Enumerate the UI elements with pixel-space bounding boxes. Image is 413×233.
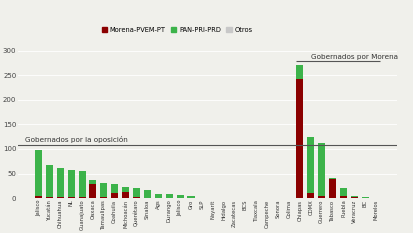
Bar [328, 178, 335, 179]
Bar [57, 197, 64, 198]
Text: Gobernados por Morena: Gobernados por Morena [310, 54, 397, 60]
Bar [328, 179, 335, 198]
Bar [122, 187, 129, 192]
Bar [46, 165, 53, 197]
Bar [35, 150, 42, 196]
Bar [111, 193, 118, 198]
Bar [306, 137, 313, 193]
Bar [46, 197, 53, 198]
Bar [306, 193, 313, 198]
Bar [339, 188, 346, 196]
Bar [133, 197, 140, 198]
Bar [78, 197, 85, 198]
Bar [133, 188, 140, 197]
Bar [100, 183, 107, 197]
Bar [296, 65, 303, 79]
Bar [89, 185, 96, 198]
Bar [361, 197, 368, 198]
Bar [339, 196, 346, 198]
Bar [78, 171, 85, 197]
Bar [57, 168, 64, 197]
Bar [350, 196, 357, 197]
Bar [67, 170, 74, 197]
Bar [144, 190, 151, 198]
Bar [165, 194, 172, 198]
Bar [318, 196, 325, 198]
Bar [154, 194, 161, 198]
Bar [35, 196, 42, 198]
Bar [176, 195, 183, 198]
Bar [67, 197, 74, 198]
Bar [318, 143, 325, 196]
Text: Gobernados por la oposición: Gobernados por la oposición [25, 136, 128, 143]
Legend: Morena-PVEM-PT, PAN-PRI-PRD, Otros: Morena-PVEM-PT, PAN-PRI-PRD, Otros [99, 24, 254, 36]
Bar [187, 196, 194, 198]
Bar [89, 181, 96, 185]
Bar [350, 197, 357, 198]
Bar [100, 197, 107, 198]
Bar [122, 192, 129, 198]
Bar [111, 185, 118, 193]
Bar [296, 79, 303, 198]
